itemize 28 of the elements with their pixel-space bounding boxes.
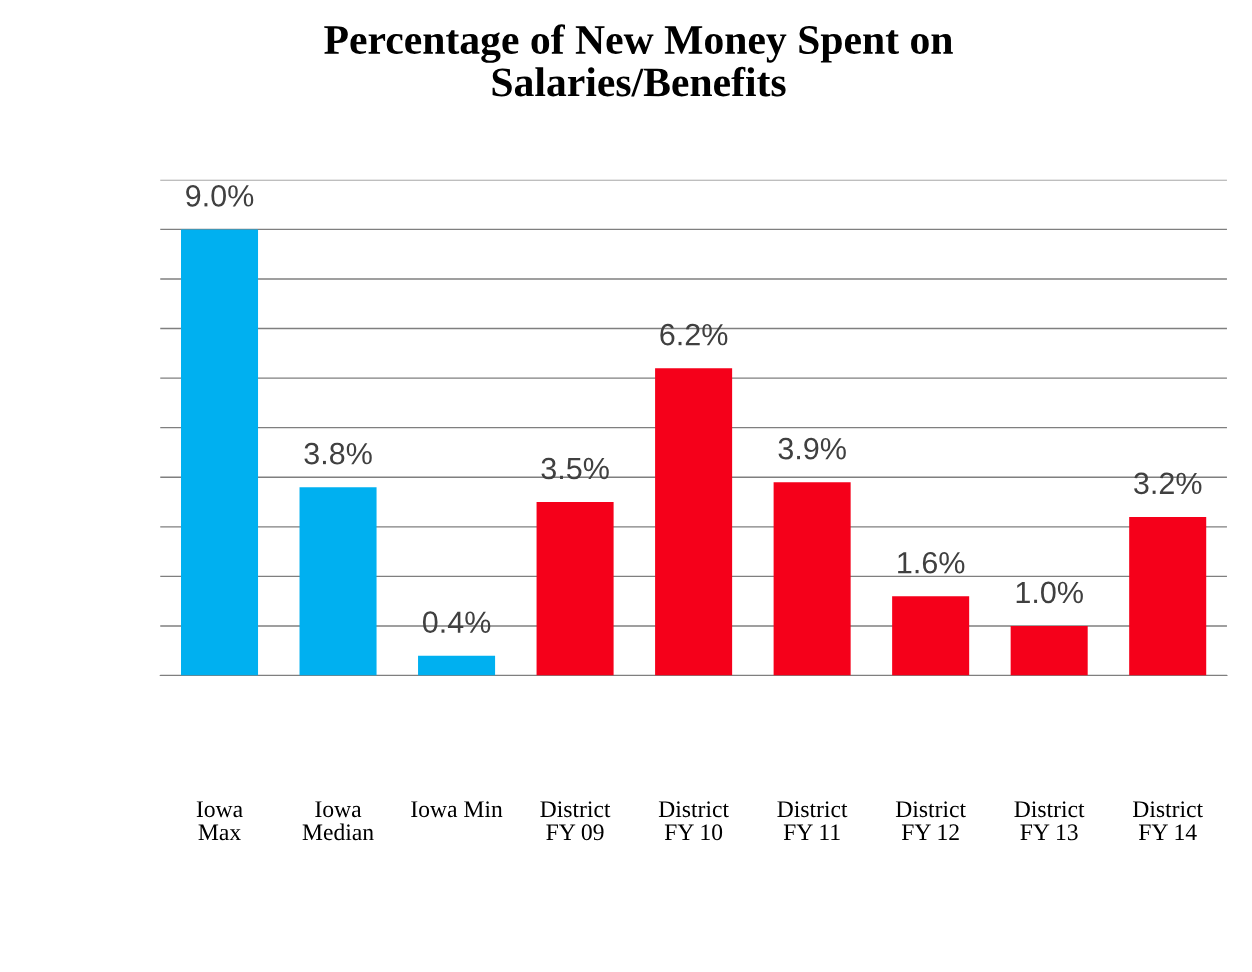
x-tick-label: District FY 12: [895, 801, 966, 840]
data-label: 3.5%: [541, 457, 609, 480]
data-label: 6.2%: [660, 323, 728, 346]
data-label: 3.9%: [778, 437, 846, 460]
data-label: 9.0%: [186, 185, 254, 207]
x-tick-label: District FY 10: [658, 801, 729, 841]
bar: [1010, 625, 1088, 676]
bar: [536, 502, 614, 676]
x-tick-label: District FY 13: [1014, 801, 1085, 841]
bar: [892, 596, 970, 676]
chart-title: Percentage of New Money Spent on Salaries/Benefits: [324, 24, 953, 97]
x-tick-label: District FY 09: [540, 801, 611, 841]
data-label: 3.2%: [1134, 472, 1202, 495]
bar: [418, 655, 496, 676]
bar: [1129, 516, 1207, 676]
x-tick-label: Iowa Max: [196, 801, 243, 841]
bar: [773, 482, 851, 676]
data-label: 1.6%: [898, 551, 965, 574]
x-tick-label: District FY 11: [777, 801, 848, 840]
x-tick-label: Iowa Median: [302, 801, 374, 841]
data-label: 1.0%: [1016, 581, 1083, 604]
bar: [655, 368, 733, 676]
bar: [299, 487, 377, 676]
x-tick-label: Iowa Min: [411, 801, 503, 818]
bar: [181, 229, 259, 676]
data-label: 0.4%: [422, 611, 491, 634]
x-tick-label: District FY 14: [1132, 801, 1203, 840]
data-label: 3.8%: [304, 442, 372, 465]
